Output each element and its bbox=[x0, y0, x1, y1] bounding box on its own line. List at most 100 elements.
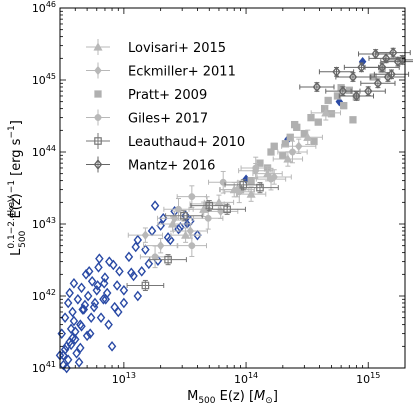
series-0 bbox=[55, 200, 202, 374]
data-point bbox=[267, 148, 275, 156]
data-point bbox=[180, 211, 188, 220]
data-point bbox=[324, 96, 332, 105]
y-tick-label: 1043 bbox=[32, 216, 56, 231]
data-point bbox=[377, 62, 387, 73]
data-point bbox=[71, 334, 80, 345]
data-point bbox=[60, 344, 70, 355]
data-point bbox=[349, 116, 357, 124]
data-point bbox=[73, 293, 83, 305]
data-point bbox=[388, 47, 398, 58]
data-point bbox=[381, 53, 391, 64]
data-point bbox=[96, 312, 106, 323]
data-point bbox=[107, 341, 117, 352]
data-point bbox=[247, 177, 255, 185]
data-point bbox=[124, 251, 134, 263]
data-point bbox=[62, 362, 71, 374]
axis-ticks bbox=[59, 7, 406, 369]
data-point bbox=[181, 210, 190, 222]
legend-marker bbox=[94, 65, 102, 76]
data-point bbox=[127, 267, 136, 279]
data-point bbox=[83, 290, 93, 302]
y-axis-label: L0.1−2.4keV500 E(z)−1 [erg s−1] bbox=[7, 120, 28, 256]
legend-label: Eckmiller+ 2011 bbox=[128, 65, 236, 80]
data-point bbox=[303, 132, 313, 141]
data-point bbox=[387, 68, 396, 80]
data-point bbox=[141, 244, 150, 255]
y-tick-label: 1041 bbox=[32, 360, 56, 375]
data-point bbox=[141, 281, 150, 290]
data-point bbox=[133, 290, 143, 302]
legend-label: Leauthaud+ 2010 bbox=[128, 135, 245, 150]
data-point bbox=[93, 280, 102, 291]
data-point bbox=[338, 85, 348, 97]
data-point bbox=[246, 189, 256, 198]
data-point bbox=[80, 299, 90, 311]
data-point bbox=[133, 234, 143, 246]
axis-labels: 1013 1014 1015 1041 1042 1043 1044 1045 1046 M500… bbox=[7, 0, 380, 406]
data-point bbox=[340, 102, 348, 110]
y-tick-label: 1045 bbox=[32, 72, 56, 87]
data-point bbox=[104, 319, 113, 330]
legend-label: Pratt+ 2009 bbox=[128, 88, 207, 103]
data-point bbox=[90, 297, 100, 309]
data-point bbox=[345, 86, 353, 94]
legend-marker bbox=[94, 114, 102, 121]
data-point bbox=[72, 347, 81, 359]
data-point bbox=[137, 266, 146, 277]
data-point bbox=[291, 120, 299, 129]
data-point bbox=[71, 326, 80, 337]
data-point bbox=[81, 269, 91, 280]
data-point bbox=[112, 280, 122, 291]
data-point bbox=[151, 253, 159, 261]
data-point bbox=[383, 71, 393, 83]
data-point bbox=[174, 223, 183, 235]
data-point bbox=[156, 240, 165, 251]
data-point bbox=[69, 315, 79, 327]
data-point bbox=[150, 200, 160, 211]
x-tick-label: 1015 bbox=[356, 371, 380, 386]
data-point bbox=[180, 230, 191, 239]
series-7 bbox=[299, 47, 413, 102]
data-point bbox=[141, 230, 150, 240]
data-point bbox=[119, 284, 129, 296]
data-point bbox=[82, 330, 92, 342]
data-point bbox=[101, 293, 110, 305]
data-point bbox=[63, 297, 73, 309]
data-point bbox=[332, 66, 341, 78]
data-point bbox=[188, 242, 196, 250]
legend-entry-5: Mantz+ 2016 bbox=[86, 156, 215, 174]
data-point bbox=[321, 108, 331, 117]
data-point bbox=[357, 62, 366, 73]
data-point bbox=[289, 148, 296, 156]
data-point bbox=[373, 77, 383, 89]
data-point bbox=[100, 272, 110, 283]
data-point bbox=[256, 183, 264, 192]
data-point bbox=[352, 90, 361, 102]
y-tick-label: 1044 bbox=[32, 144, 56, 159]
data-point bbox=[77, 320, 86, 332]
data-point bbox=[129, 270, 138, 282]
data-point bbox=[312, 81, 322, 93]
data-point bbox=[84, 266, 94, 277]
data-point bbox=[95, 253, 104, 264]
plot-frame bbox=[59, 7, 406, 369]
data-point bbox=[166, 234, 175, 246]
legend-marker bbox=[94, 137, 102, 145]
data-point bbox=[295, 141, 303, 151]
data-point bbox=[119, 297, 129, 309]
data-point bbox=[76, 342, 85, 354]
data-point bbox=[109, 259, 118, 271]
legend: Lovisari+ 2015 Eckmiller+ 2011 Pratt+ 2009… bbox=[86, 39, 245, 174]
legend-entry-1: Eckmiller+ 2011 bbox=[86, 62, 236, 80]
data-point bbox=[57, 328, 66, 339]
legend-label: Lovisari+ 2015 bbox=[128, 41, 226, 56]
data-point bbox=[87, 275, 97, 287]
data-point bbox=[204, 214, 212, 222]
data-point bbox=[193, 229, 202, 241]
series-6 bbox=[126, 179, 279, 292]
data-point bbox=[358, 56, 367, 67]
data-point bbox=[105, 256, 114, 267]
data-point bbox=[252, 164, 260, 172]
data-point bbox=[164, 255, 172, 264]
data-point bbox=[94, 262, 103, 273]
